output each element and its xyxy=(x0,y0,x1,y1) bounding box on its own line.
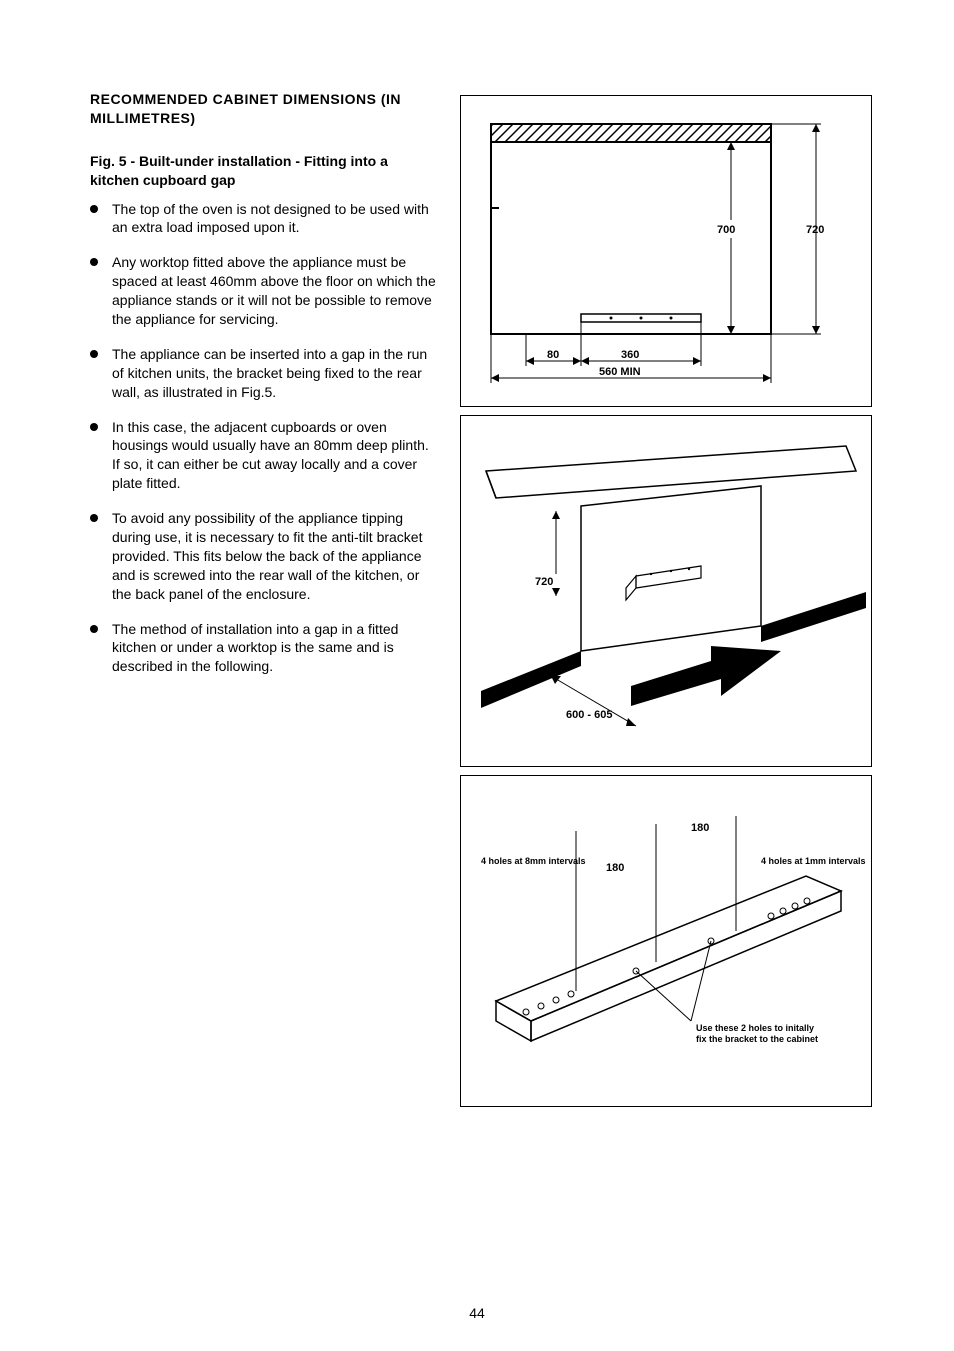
note-bottom-line2: fix the bracket to the cabinet xyxy=(696,1034,818,1044)
list-item: The appliance can be inserted into a gap… xyxy=(90,345,440,402)
dim-360: 360 xyxy=(621,349,639,361)
text-column: RECOMMENDED CABINET DIMENSIONS (IN MILLI… xyxy=(90,90,440,692)
document-page: RECOMMENDED CABINET DIMENSIONS (IN MILLI… xyxy=(0,0,954,1351)
dim-560: 560 MIN xyxy=(599,366,641,378)
section-heading: RECOMMENDED CABINET DIMENSIONS (IN MILLI… xyxy=(90,90,440,128)
list-item: The top of the oven is not designed to b… xyxy=(90,200,440,238)
dim-600-605: 600 - 605 xyxy=(566,709,612,721)
figure-3-bracket: 180 180 4 holes at 8mm intervals 4 holes… xyxy=(460,775,872,1107)
list-item: In this case, the adjacent cupboards or … xyxy=(90,418,440,494)
section-subheading: Fig. 5 - Built-under installation - Fitt… xyxy=(90,152,440,190)
note-bottom-line1: Use these 2 holes to initally xyxy=(696,1023,814,1033)
list-item: To avoid any possibility of the applianc… xyxy=(90,509,440,603)
note-right-holes: 4 holes at 1mm intervals xyxy=(761,856,866,866)
list-item: The method of installation into a gap in… xyxy=(90,620,440,677)
dim-720: 720 xyxy=(806,224,824,236)
figure-2-cabinet-iso: 720 600 - 605 xyxy=(460,415,872,767)
list-item: Any worktop fitted above the appliance m… xyxy=(90,253,440,329)
dim-80: 80 xyxy=(547,349,559,361)
dim-720b: 720 xyxy=(535,576,553,588)
page-number: 44 xyxy=(0,1305,954,1321)
bullet-list: The top of the oven is not designed to b… xyxy=(90,200,440,677)
dim-700: 700 xyxy=(717,224,735,236)
dim-180a: 180 xyxy=(691,822,709,834)
figure-1-cabinet-front: 700 720 80 360 xyxy=(460,95,872,407)
dim-180b: 180 xyxy=(606,862,624,874)
note-left-holes: 4 holes at 8mm intervals xyxy=(481,856,586,866)
